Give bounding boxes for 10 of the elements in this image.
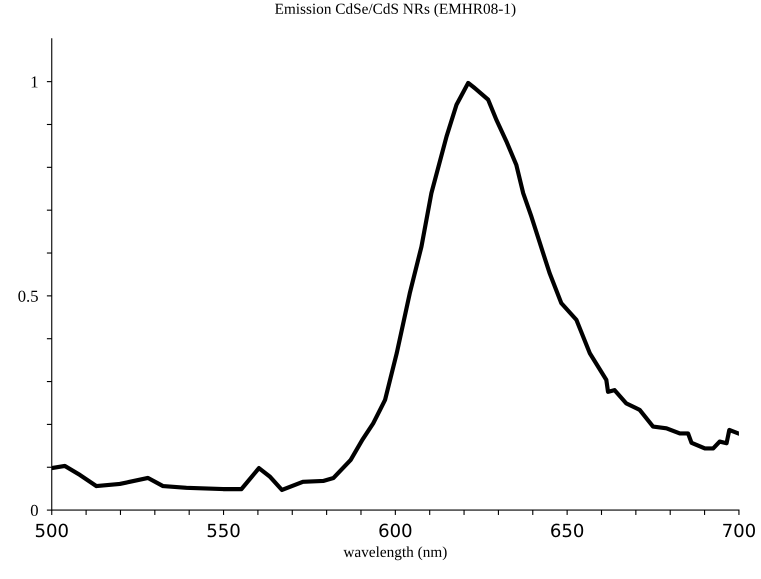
x-axis-title: wavelength (nm) (343, 546, 447, 560)
x-tick-label: 550 (208, 524, 240, 538)
x-tick-label: 700 (723, 524, 755, 538)
x-tick-label: 600 (379, 524, 412, 538)
x-tick-label: 500 (36, 524, 68, 538)
chart-title: Emission CdSe/CdS NRs (EMHR08-1) (275, 3, 516, 18)
x-tick-label: 650 (551, 524, 584, 538)
y-tick-label: 1 (32, 76, 38, 88)
y-tick-label: 0.5 (18, 290, 38, 302)
y-tick-label: 0 (30, 504, 38, 516)
